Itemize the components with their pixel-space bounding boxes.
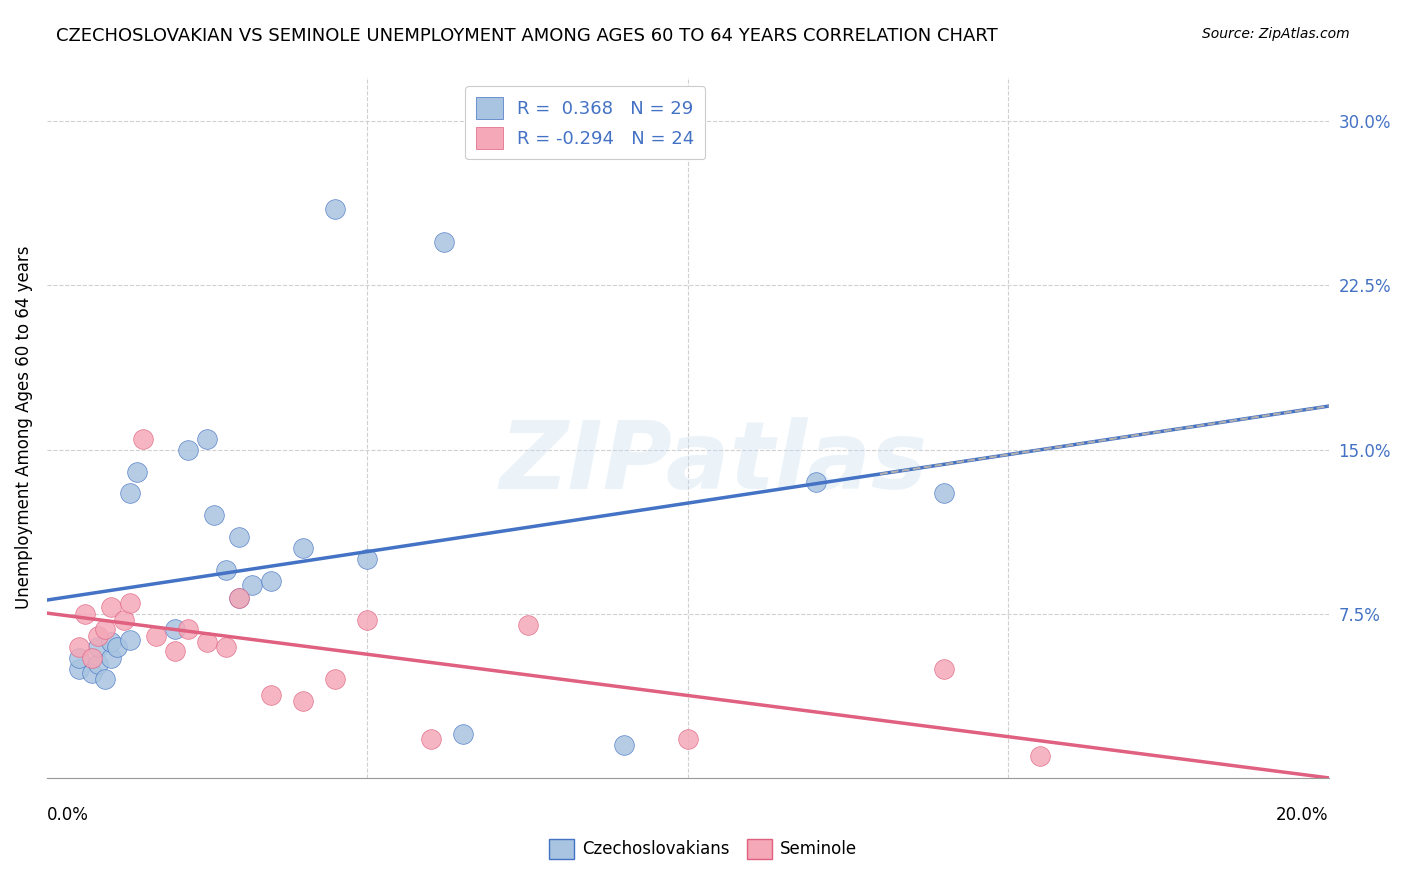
Point — [420, 731, 443, 746]
Text: Source: ZipAtlas.com: Source: ZipAtlas.com — [1202, 27, 1350, 41]
Point — [356, 552, 378, 566]
Point — [260, 574, 283, 588]
Point — [240, 578, 263, 592]
Point — [215, 640, 238, 654]
Point — [80, 650, 103, 665]
Point — [323, 673, 346, 687]
Point — [292, 694, 315, 708]
Point — [165, 644, 187, 658]
Legend: Czechoslovakians, Seminole: Czechoslovakians, Seminole — [543, 832, 863, 866]
Point — [356, 613, 378, 627]
Point — [125, 465, 148, 479]
Point — [804, 475, 827, 490]
Point — [145, 629, 167, 643]
Point — [100, 650, 122, 665]
Point — [228, 591, 250, 606]
Point — [80, 665, 103, 680]
Y-axis label: Unemployment Among Ages 60 to 64 years: Unemployment Among Ages 60 to 64 years — [15, 246, 32, 609]
Point — [215, 563, 238, 577]
Point — [177, 442, 200, 457]
Point — [932, 661, 955, 675]
Point — [516, 617, 538, 632]
Point — [165, 622, 187, 636]
Point — [932, 486, 955, 500]
Text: CZECHOSLOVAKIAN VS SEMINOLE UNEMPLOYMENT AMONG AGES 60 TO 64 YEARS CORRELATION C: CZECHOSLOVAKIAN VS SEMINOLE UNEMPLOYMENT… — [56, 27, 998, 45]
Point — [228, 591, 250, 606]
Point — [120, 486, 142, 500]
Point — [100, 635, 122, 649]
Point — [453, 727, 475, 741]
Point — [228, 530, 250, 544]
Point — [433, 235, 456, 249]
Point — [323, 202, 346, 216]
Point — [120, 596, 142, 610]
Point — [87, 629, 110, 643]
Point — [87, 657, 110, 672]
Point — [120, 633, 142, 648]
Point — [67, 661, 90, 675]
Point — [93, 622, 115, 636]
Point — [177, 622, 200, 636]
Point — [613, 738, 636, 752]
Point — [105, 640, 128, 654]
Legend: R =  0.368   N = 29, R = -0.294   N = 24: R = 0.368 N = 29, R = -0.294 N = 24 — [465, 87, 706, 160]
Text: ZIPatlas: ZIPatlas — [499, 417, 928, 508]
Point — [100, 600, 122, 615]
Point — [93, 673, 115, 687]
Point — [260, 688, 283, 702]
Point — [67, 640, 90, 654]
Point — [202, 508, 225, 523]
Point — [112, 613, 135, 627]
Point — [1029, 749, 1052, 764]
Point — [87, 640, 110, 654]
Point — [132, 432, 155, 446]
Point — [195, 432, 218, 446]
Point — [292, 541, 315, 555]
Point — [75, 607, 97, 621]
Text: 20.0%: 20.0% — [1277, 806, 1329, 824]
Text: 0.0%: 0.0% — [46, 806, 89, 824]
Point — [676, 731, 699, 746]
Point — [195, 635, 218, 649]
Point — [67, 650, 90, 665]
